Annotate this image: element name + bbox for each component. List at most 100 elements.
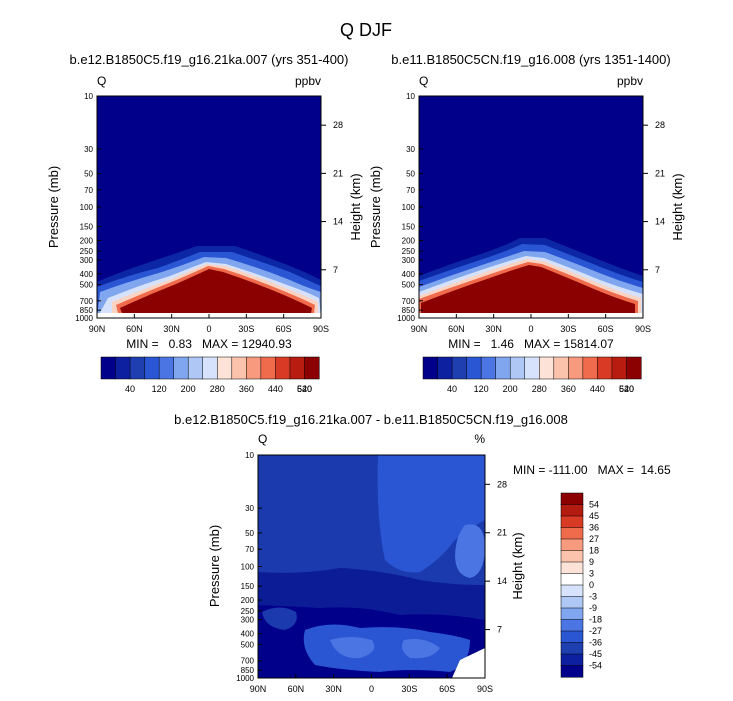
colorbar-label: 520 bbox=[619, 384, 634, 394]
x-tick-label: 0 bbox=[369, 684, 374, 694]
colorbar-swatch bbox=[451, 356, 468, 380]
y-tick-label: 300 bbox=[402, 256, 416, 265]
panel-title: b.e11.B1850C5CN.f19_g16.008 (yrs 1351-14… bbox=[391, 52, 670, 67]
panel-right-label: ppbv bbox=[295, 74, 321, 88]
y-tick-label: 200 bbox=[80, 236, 94, 245]
colorbar-label: 440 bbox=[268, 384, 283, 394]
colorbar-swatch bbox=[560, 630, 584, 644]
x-tick-label: 30S bbox=[560, 324, 576, 334]
x-tick-label: 90N bbox=[250, 684, 267, 694]
y-tick-label: 700 bbox=[402, 297, 416, 306]
y-axis-label-right: Height (km) bbox=[670, 173, 685, 240]
y-tick-label: 250 bbox=[80, 247, 94, 256]
colorbar-swatch bbox=[231, 356, 247, 380]
colorbar-swatch bbox=[560, 596, 584, 609]
y-tick-label: 850 bbox=[80, 306, 94, 315]
y-tick-label: 300 bbox=[80, 256, 94, 265]
x-tick-label: 90N bbox=[89, 324, 106, 334]
y-tick-label: 500 bbox=[241, 640, 255, 649]
colorbar-label: -9 bbox=[589, 603, 597, 613]
y-tick-label-right: 7 bbox=[333, 265, 338, 275]
panel-left-label: Q bbox=[97, 74, 106, 88]
x-tick-label: 60N bbox=[448, 324, 465, 334]
x-tick-labels: 90N 60N 30N 0 30S 60S 90S bbox=[411, 314, 651, 334]
x-tick-label: 30N bbox=[325, 684, 342, 694]
panel-left-label: Q bbox=[419, 74, 428, 88]
colorbar-swatch bbox=[495, 356, 511, 380]
y-tick-label-right: 14 bbox=[655, 217, 665, 227]
y-tick-label: 500 bbox=[80, 281, 94, 290]
colorbar-label: -54 bbox=[589, 661, 602, 671]
colorbar-swatch bbox=[560, 515, 584, 529]
colorbar-label: 200 bbox=[181, 384, 196, 394]
colorbar-swatch bbox=[597, 356, 613, 380]
colorbar-swatch bbox=[560, 550, 584, 563]
y-axis-label-right: Height (km) bbox=[348, 173, 363, 240]
x-tick-label: 60S bbox=[276, 324, 292, 334]
y-tick-label: 1000 bbox=[397, 314, 415, 323]
heatmap-field bbox=[97, 96, 321, 318]
colorbar-swatch bbox=[173, 356, 189, 380]
panel-top-right: b.e11.B1850C5CN.f19_g16.008 (yrs 1351-14… bbox=[368, 52, 685, 394]
x-tick-labels: 90N 60N 30N 0 30S 60S 90S bbox=[250, 674, 493, 694]
colorbar-label: 18 bbox=[589, 546, 599, 556]
colorbar-swatch bbox=[560, 642, 584, 655]
colorbar-label: 360 bbox=[561, 384, 576, 394]
colorbar-label: 520 bbox=[297, 384, 312, 394]
panel-right-label: ppbv bbox=[617, 74, 643, 88]
colorbar-swatch bbox=[560, 527, 584, 540]
panel-left-label: Q bbox=[258, 432, 267, 446]
y-tick-label: 100 bbox=[241, 563, 255, 572]
y-tick-label: 30 bbox=[245, 504, 254, 513]
y-tick-label-right: 21 bbox=[333, 168, 343, 178]
colorbar-label: 440 bbox=[590, 384, 605, 394]
y-tick-label: 200 bbox=[241, 596, 255, 605]
stats-text: MIN = 1.46 MAX = 15814.07 bbox=[448, 337, 614, 351]
colorbar-label: 27 bbox=[589, 534, 599, 544]
y-tick-label-right: 14 bbox=[333, 217, 343, 227]
y-tick-label: 70 bbox=[245, 545, 254, 554]
y-tick-label: 150 bbox=[80, 223, 94, 232]
y-tick-labels-right: 28 21 14 7 bbox=[643, 120, 665, 275]
y-tick-label: 70 bbox=[406, 186, 415, 195]
panel-title: b.e12.B1850C5.f19_g16.21ka.007 (yrs 351-… bbox=[70, 52, 349, 67]
x-tick-label: 90N bbox=[411, 324, 428, 334]
y-tick-label-right: 21 bbox=[497, 528, 507, 538]
y-tick-label-right: 7 bbox=[655, 265, 660, 275]
colorbar-swatch bbox=[560, 561, 584, 575]
colorbar-swatch bbox=[158, 356, 175, 380]
x-tick-label: 60N bbox=[288, 684, 305, 694]
colorbar-label: -27 bbox=[589, 626, 602, 636]
colorbar-swatch bbox=[202, 356, 218, 380]
colorbar-label: -45 bbox=[589, 649, 602, 659]
x-tick-label: 30N bbox=[163, 324, 180, 334]
colorbar-label: 280 bbox=[210, 384, 225, 394]
colorbar-swatch bbox=[560, 538, 584, 552]
y-tick-label: 400 bbox=[241, 630, 255, 639]
colorbar-swatch bbox=[560, 504, 584, 517]
colorbar-label: -3 bbox=[589, 592, 597, 602]
y-tick-label-right: 14 bbox=[497, 576, 507, 586]
colorbar-swatch bbox=[100, 356, 117, 380]
y-tick-label: 30 bbox=[406, 145, 415, 154]
y-tick-label: 400 bbox=[80, 270, 94, 279]
y-tick-label-right: 28 bbox=[497, 479, 507, 489]
y-tick-label: 850 bbox=[241, 666, 255, 675]
colorbar-swatch bbox=[115, 356, 131, 380]
figure-title: Q DJF bbox=[340, 20, 392, 40]
colorbar-label: 120 bbox=[474, 384, 489, 394]
y-tick-labels-right: 28 21 14 7 bbox=[485, 479, 507, 635]
colorbar-swatch bbox=[275, 356, 291, 380]
panel-right-label: % bbox=[474, 432, 485, 446]
y-tick-label: 70 bbox=[84, 186, 93, 195]
x-tick-label: 30N bbox=[485, 324, 502, 334]
x-tick-label: 90S bbox=[477, 684, 493, 694]
colorbar-swatch bbox=[560, 584, 584, 598]
colorbar-swatch bbox=[437, 356, 453, 380]
